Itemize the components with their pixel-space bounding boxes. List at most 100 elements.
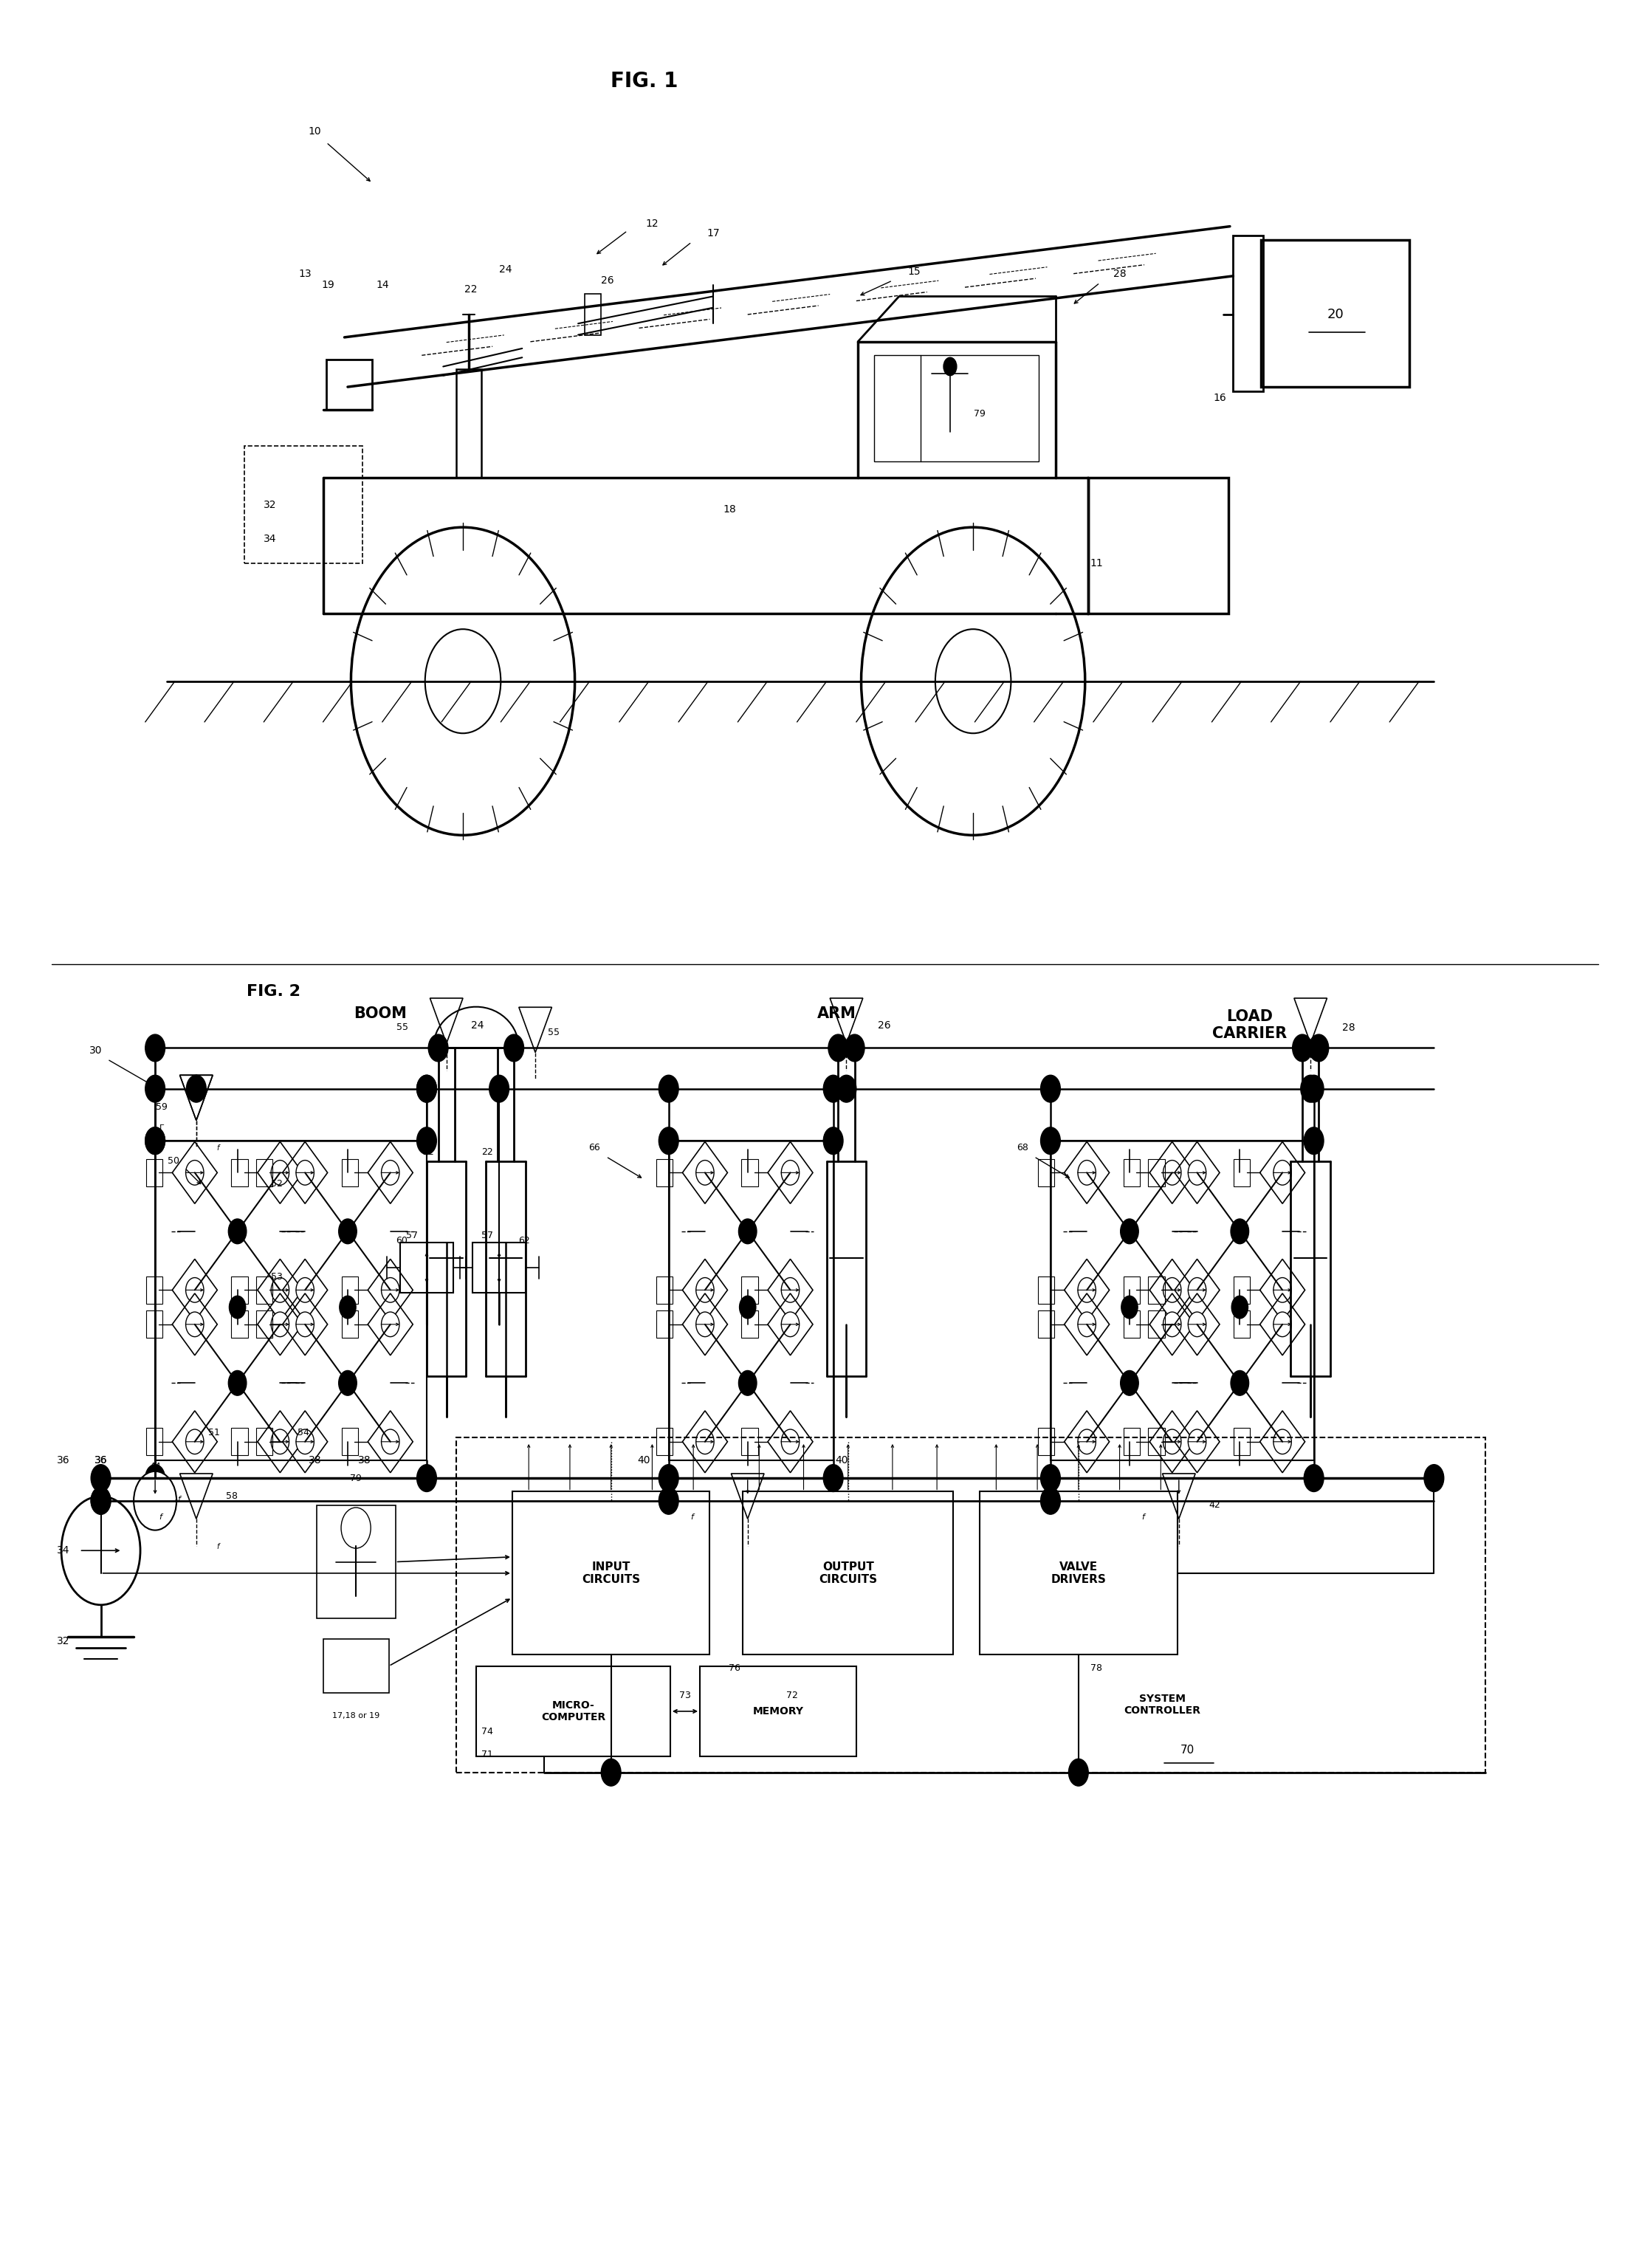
Bar (1148, 1277, 1165, 1304)
Circle shape (823, 1465, 843, 1492)
Circle shape (1120, 1370, 1138, 1395)
Circle shape (229, 1295, 246, 1318)
Bar (401, 1243, 454, 1293)
Text: 50: 50 (167, 1157, 180, 1166)
Circle shape (91, 1488, 111, 1515)
Bar (741, 1277, 757, 1304)
Circle shape (186, 1277, 203, 1302)
Bar (474, 1243, 525, 1293)
Text: 17: 17 (706, 227, 719, 238)
Circle shape (338, 1370, 356, 1395)
Bar (145, 1159, 162, 1186)
Circle shape (145, 1127, 165, 1154)
Circle shape (271, 1311, 289, 1336)
Circle shape (1274, 1277, 1292, 1302)
Circle shape (228, 1218, 246, 1243)
Text: 11: 11 (1091, 558, 1104, 569)
Circle shape (1231, 1370, 1249, 1395)
Circle shape (91, 1465, 111, 1492)
Circle shape (338, 1218, 356, 1243)
Circle shape (828, 1034, 848, 1061)
Circle shape (1041, 1127, 1061, 1154)
Bar (1051, 1141, 1313, 1461)
Bar (1124, 1159, 1140, 1186)
Circle shape (1163, 1311, 1181, 1336)
Bar (1234, 1311, 1251, 1338)
Text: 55: 55 (396, 1023, 408, 1032)
Bar (1148, 1311, 1165, 1338)
Bar (741, 1311, 757, 1338)
Text: 30: 30 (89, 1046, 102, 1055)
Circle shape (429, 1034, 449, 1061)
Bar (1038, 1311, 1054, 1338)
Circle shape (1120, 1218, 1138, 1243)
Circle shape (1274, 1429, 1292, 1454)
Text: 79: 79 (350, 1474, 361, 1483)
Circle shape (944, 358, 957, 376)
Bar (1038, 1159, 1054, 1186)
Bar (145, 1429, 162, 1456)
Circle shape (1231, 1218, 1249, 1243)
Bar (657, 1311, 673, 1338)
Text: 28: 28 (1114, 268, 1125, 279)
Circle shape (823, 1127, 843, 1154)
Text: 40: 40 (637, 1454, 650, 1465)
Text: 36: 36 (56, 1454, 69, 1465)
Circle shape (271, 1277, 289, 1302)
Bar (1038, 1429, 1054, 1456)
Circle shape (1077, 1161, 1096, 1186)
Text: 60: 60 (396, 1236, 408, 1245)
Text: 59: 59 (155, 1102, 168, 1111)
Text: 68: 68 (1016, 1143, 1028, 1152)
Bar (742, 1492, 954, 1656)
Text: 28: 28 (1341, 1023, 1355, 1032)
Bar (700, 1667, 856, 1758)
Circle shape (417, 1465, 437, 1492)
Text: 70: 70 (1180, 1744, 1195, 1755)
Circle shape (739, 1218, 757, 1243)
Text: 73: 73 (680, 1690, 691, 1701)
Circle shape (782, 1429, 799, 1454)
Circle shape (1231, 1295, 1247, 1318)
Circle shape (295, 1429, 314, 1454)
Circle shape (782, 1311, 799, 1336)
Bar (980, 1492, 1176, 1656)
Text: 14: 14 (376, 279, 389, 290)
Text: 38: 38 (358, 1454, 371, 1465)
Bar (155, 1141, 427, 1461)
Text: 36: 36 (94, 1454, 107, 1465)
Bar (1124, 1429, 1140, 1456)
Bar (477, 1667, 670, 1758)
Bar (512, 1492, 710, 1656)
Circle shape (342, 1508, 371, 1549)
Circle shape (271, 1429, 289, 1454)
Bar (256, 1311, 272, 1338)
Bar (1148, 1159, 1165, 1186)
Circle shape (823, 1075, 843, 1102)
Text: 76: 76 (729, 1662, 741, 1674)
Circle shape (417, 1127, 437, 1154)
Circle shape (91, 1488, 111, 1515)
Bar (657, 1429, 673, 1456)
Text: 58: 58 (226, 1492, 238, 1501)
Text: LOAD
CARRIER: LOAD CARRIER (1213, 1009, 1287, 1041)
Text: SYSTEM
CONTROLLER: SYSTEM CONTROLLER (1124, 1694, 1201, 1715)
Circle shape (145, 1465, 165, 1492)
Text: BOOM: BOOM (355, 1007, 408, 1021)
Circle shape (837, 1075, 856, 1102)
Circle shape (490, 1075, 508, 1102)
Text: 24: 24 (472, 1021, 483, 1030)
Circle shape (417, 1075, 437, 1102)
Circle shape (1308, 1034, 1328, 1061)
Circle shape (1122, 1295, 1138, 1318)
Text: 34: 34 (264, 533, 277, 544)
Circle shape (1077, 1311, 1096, 1336)
Text: 57: 57 (482, 1232, 493, 1241)
Text: MICRO-
COMPUTER: MICRO- COMPUTER (541, 1701, 606, 1721)
Circle shape (134, 1472, 177, 1531)
Circle shape (1077, 1277, 1096, 1302)
Circle shape (340, 1295, 356, 1318)
Bar (256, 1159, 272, 1186)
Bar (457, 1438, 1485, 1771)
Text: 12: 12 (645, 218, 658, 229)
